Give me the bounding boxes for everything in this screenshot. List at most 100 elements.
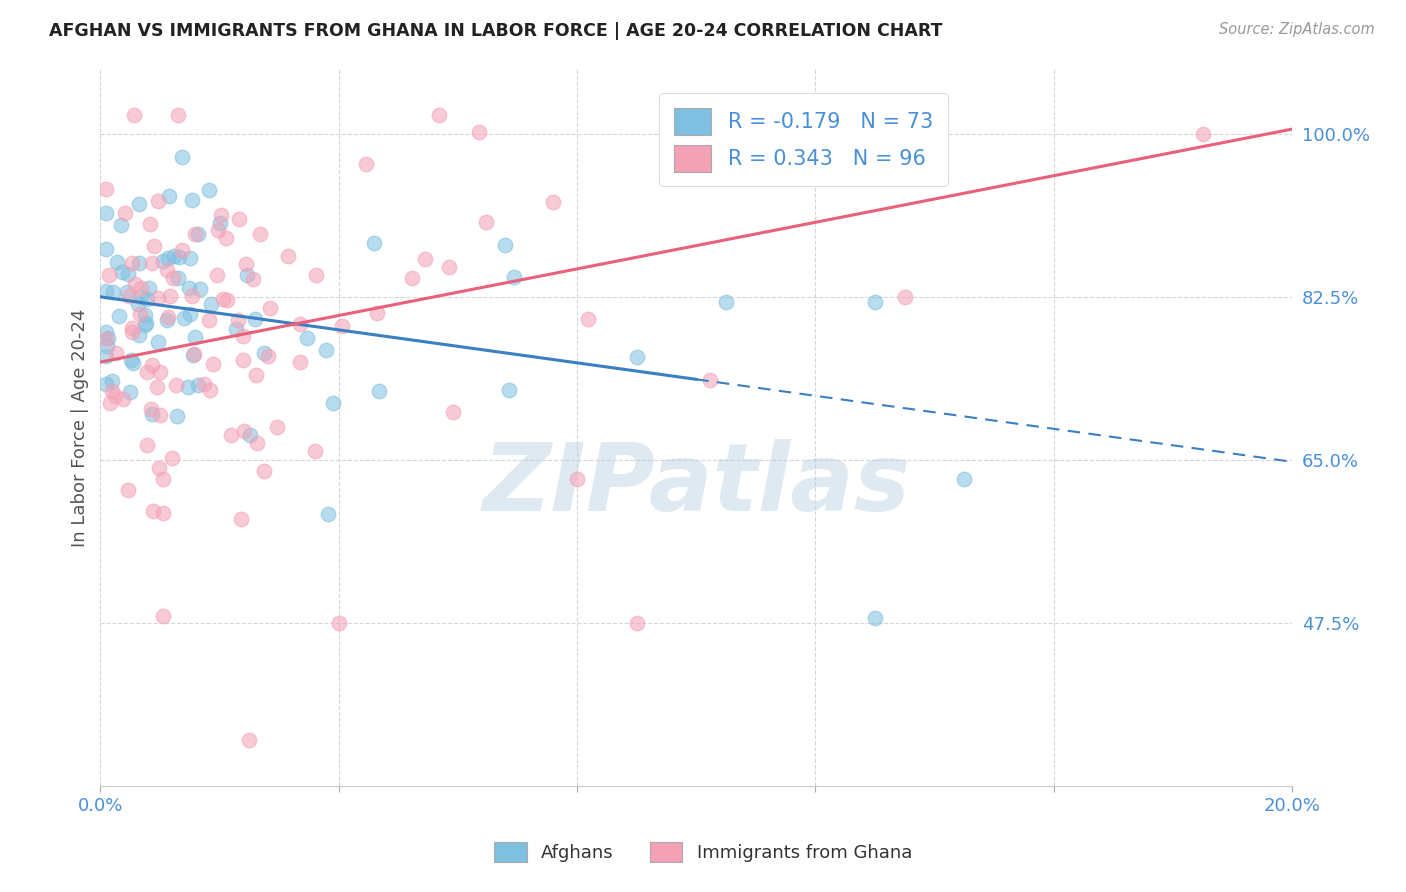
Point <box>135 316 157 330</box>
Point <box>413 252 436 267</box>
Point <box>187 377 209 392</box>
Point <box>117 267 139 281</box>
Point <box>290 355 312 369</box>
Point <box>235 257 257 271</box>
Point <box>121 325 143 339</box>
Point <box>124 108 146 122</box>
Point <box>232 352 254 367</box>
Point <box>232 424 254 438</box>
Point <box>179 251 201 265</box>
Y-axis label: In Labor Force | Age 20-24: In Labor Force | Age 20-24 <box>72 308 89 547</box>
Point <box>441 405 464 419</box>
Point <box>183 347 205 361</box>
Point <box>543 195 565 210</box>
Point <box>170 243 193 257</box>
Point <box>494 237 516 252</box>
Point <box>257 349 280 363</box>
Point <box>139 217 162 231</box>
Point <box>177 380 200 394</box>
Point <box>120 385 142 400</box>
Point <box>166 409 188 423</box>
Point <box>96 206 118 220</box>
Point <box>212 293 235 307</box>
Point <box>259 301 281 315</box>
Point <box>141 358 163 372</box>
Point <box>266 419 288 434</box>
Point <box>231 512 253 526</box>
Point <box>98 396 121 410</box>
Point <box>96 325 118 339</box>
Point <box>104 346 127 360</box>
Point <box>330 318 353 333</box>
Point <box>209 216 232 230</box>
Point <box>219 428 242 442</box>
Point <box>1191 127 1213 141</box>
Point <box>181 289 204 303</box>
Point <box>180 194 202 208</box>
Point <box>157 251 180 265</box>
Point <box>96 338 118 352</box>
Point <box>201 357 224 371</box>
Point <box>146 380 169 394</box>
Point <box>101 384 124 398</box>
Point <box>209 208 232 222</box>
Point <box>198 313 221 327</box>
Point <box>96 285 118 299</box>
Point <box>141 256 163 270</box>
Point <box>239 428 262 442</box>
Point <box>127 297 149 311</box>
Point <box>167 108 190 122</box>
Point <box>124 277 146 291</box>
Point <box>193 376 215 391</box>
Point <box>148 291 170 305</box>
Point <box>128 328 150 343</box>
Point <box>243 311 266 326</box>
Point <box>437 260 460 275</box>
Point <box>953 472 976 486</box>
Point <box>699 374 721 388</box>
Point <box>101 375 124 389</box>
Point <box>179 307 201 321</box>
Point <box>146 194 169 208</box>
Point <box>187 227 209 242</box>
Point <box>104 389 127 403</box>
Point <box>101 285 124 300</box>
Point <box>96 376 118 391</box>
Text: ZIPatlas: ZIPatlas <box>482 439 910 531</box>
Point <box>179 281 201 295</box>
Point <box>152 254 174 268</box>
Legend: R = -0.179   N = 73, R = 0.343   N = 96: R = -0.179 N = 73, R = 0.343 N = 96 <box>659 94 948 186</box>
Point <box>475 215 498 229</box>
Point <box>238 732 260 747</box>
Point <box>354 157 377 171</box>
Point <box>97 268 120 282</box>
Point <box>117 483 139 497</box>
Point <box>498 384 520 398</box>
Point <box>142 504 165 518</box>
Point <box>576 311 599 326</box>
Point <box>328 615 350 630</box>
Point <box>136 438 159 452</box>
Point <box>128 256 150 270</box>
Point <box>363 236 385 251</box>
Point <box>626 615 648 630</box>
Point <box>249 227 271 241</box>
Point <box>163 249 186 263</box>
Point <box>565 472 588 486</box>
Point <box>134 308 156 322</box>
Point <box>97 331 120 345</box>
Point <box>316 507 339 521</box>
Point <box>96 182 118 196</box>
Point <box>215 231 238 245</box>
Point <box>129 281 152 295</box>
Text: AFGHAN VS IMMIGRANTS FROM GHANA IN LABOR FORCE | AGE 20-24 CORRELATION CHART: AFGHAN VS IMMIGRANTS FROM GHANA IN LABOR… <box>49 22 942 40</box>
Point <box>401 271 423 285</box>
Point <box>714 294 737 309</box>
Text: Source: ZipAtlas.com: Source: ZipAtlas.com <box>1219 22 1375 37</box>
Point <box>128 197 150 211</box>
Point <box>188 282 211 296</box>
Point <box>245 368 267 382</box>
Point <box>143 239 166 253</box>
Point <box>236 268 259 282</box>
Point <box>198 383 221 397</box>
